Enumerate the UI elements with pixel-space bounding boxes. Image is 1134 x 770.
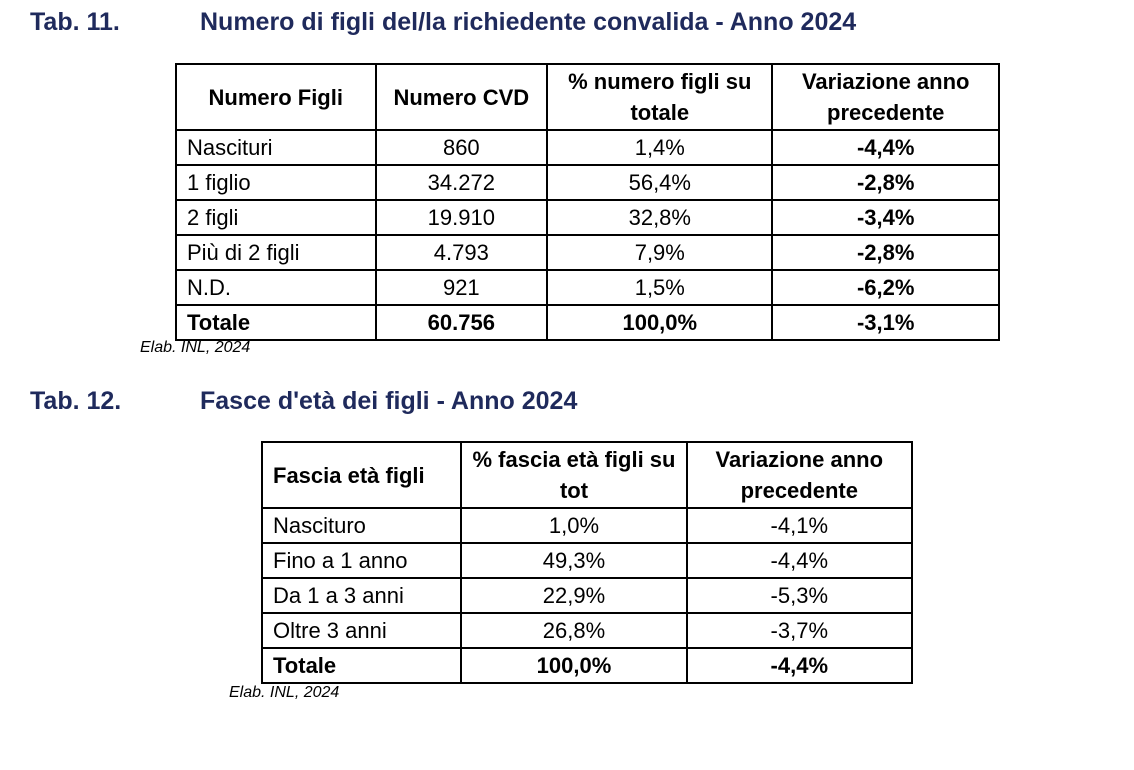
table-cell: Nascituri bbox=[175, 129, 377, 166]
table-cell: -4,4% bbox=[685, 542, 914, 579]
table-cell: 1,0% bbox=[460, 507, 688, 544]
table-cell: -5,3% bbox=[685, 577, 914, 614]
table-cell: -3,1% bbox=[771, 304, 1000, 341]
table-cell: Totale bbox=[260, 647, 463, 684]
table-cell: 100,0% bbox=[546, 304, 774, 341]
table-cell: -4,4% bbox=[771, 129, 1000, 166]
table-cell: -4,4% bbox=[685, 647, 914, 684]
table-cell: 921 bbox=[374, 269, 549, 306]
table-cell: 2 figli bbox=[175, 199, 377, 236]
table-cell: 1 figlio bbox=[175, 164, 377, 201]
tab11-number: Tab. 11. bbox=[30, 8, 120, 36]
tab12-source: Elab. INL, 2024 bbox=[229, 684, 340, 701]
table-row: Da 1 a 3 anni 22,9% -5,3% bbox=[260, 577, 914, 614]
table-cell: N.D. bbox=[175, 269, 377, 306]
table-cell: Più di 2 figli bbox=[175, 234, 377, 271]
table-cell: 60.756 bbox=[374, 304, 549, 341]
table-header-row: Fascia età figli % fascia età figli su t… bbox=[260, 441, 914, 509]
table-cell: 100,0% bbox=[460, 647, 688, 684]
table-cell: 56,4% bbox=[546, 164, 774, 201]
table-cell: 26,8% bbox=[460, 612, 688, 649]
table-cell: -4,1% bbox=[685, 507, 914, 544]
tab11-title: Numero di figli del/la richiedente conva… bbox=[200, 8, 857, 36]
table-row: 2 figli 19.910 32,8% -3,4% bbox=[175, 199, 1000, 236]
table-cell: 49,3% bbox=[460, 542, 688, 579]
table-cell: 1,4% bbox=[546, 129, 774, 166]
table-cell: Oltre 3 anni bbox=[260, 612, 463, 649]
table-cell: -3,4% bbox=[771, 199, 1000, 236]
tab12-title: Fasce d'età dei figli - Anno 2024 bbox=[200, 387, 578, 415]
table-row: Fino a 1 anno 49,3% -4,4% bbox=[260, 542, 914, 579]
table-row: Oltre 3 anni 26,8% -3,7% bbox=[260, 612, 914, 649]
table-cell: 34.272 bbox=[374, 164, 549, 201]
table-cell: 19.910 bbox=[374, 199, 549, 236]
column-header: Variazione anno precedente bbox=[771, 63, 1000, 131]
table-cell: Fino a 1 anno bbox=[260, 542, 463, 579]
table-total-row: Totale 100,0% -4,4% bbox=[260, 647, 914, 684]
table-cell: 4.793 bbox=[374, 234, 549, 271]
column-header: Fascia età figli bbox=[260, 441, 463, 509]
column-header: % numero figli su totale bbox=[546, 63, 774, 131]
tab12-number: Tab. 12. bbox=[30, 387, 122, 415]
table-row: N.D. 921 1,5% -6,2% bbox=[175, 269, 1000, 306]
table-row: 1 figlio 34.272 56,4% -2,8% bbox=[175, 164, 1000, 201]
table-row: Più di 2 figli 4.793 7,9% -2,8% bbox=[175, 234, 1000, 271]
table-cell: Nascituro bbox=[260, 507, 463, 544]
table-total-row: Totale 60.756 100,0% -3,1% bbox=[175, 304, 1000, 341]
column-header: Numero Figli bbox=[175, 63, 377, 131]
table-header-row: Numero Figli Numero CVD % numero figli s… bbox=[175, 63, 1000, 131]
tab12-table: Fascia età figli % fascia età figli su t… bbox=[260, 441, 914, 684]
table-cell: -3,7% bbox=[685, 612, 914, 649]
table-cell: -2,8% bbox=[771, 234, 1000, 271]
column-header: Variazione anno precedente bbox=[685, 441, 914, 509]
table-cell: Totale bbox=[175, 304, 377, 341]
table-cell: 22,9% bbox=[460, 577, 688, 614]
tab11-table: Numero Figli Numero CVD % numero figli s… bbox=[175, 63, 1000, 341]
table-cell: 1,5% bbox=[546, 269, 774, 306]
tab11-source: Elab. INL, 2024 bbox=[140, 339, 251, 356]
table-cell: Da 1 a 3 anni bbox=[260, 577, 463, 614]
table-row: Nascituro 1,0% -4,1% bbox=[260, 507, 914, 544]
table-cell: -2,8% bbox=[771, 164, 1000, 201]
table-cell: 860 bbox=[374, 129, 549, 166]
table-cell: -6,2% bbox=[771, 269, 1000, 306]
column-header: % fascia età figli su tot bbox=[460, 441, 688, 509]
table-cell: 7,9% bbox=[546, 234, 774, 271]
column-header: Numero CVD bbox=[374, 63, 549, 131]
table-row: Nascituri 860 1,4% -4,4% bbox=[175, 129, 1000, 166]
table-cell: 32,8% bbox=[546, 199, 774, 236]
